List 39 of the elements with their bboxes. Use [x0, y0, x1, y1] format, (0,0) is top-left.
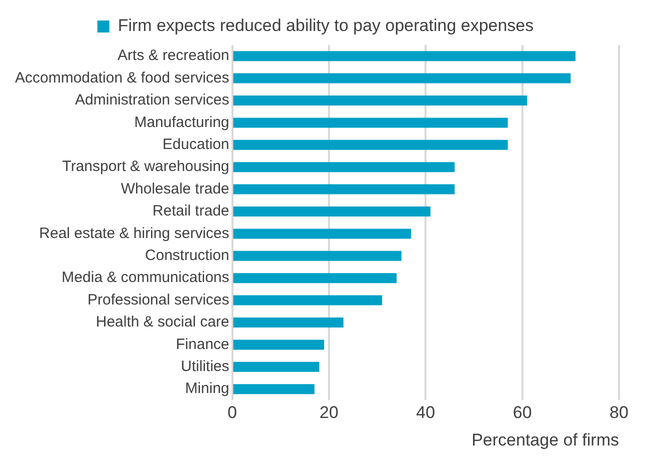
bar — [233, 184, 455, 194]
y-tick-label: Finance — [176, 336, 230, 353]
y-tick-label: Arts & recreation — [118, 47, 230, 64]
bar — [233, 384, 314, 394]
y-tick-label: Administration services — [75, 92, 230, 109]
y-tick-label: Professional services — [88, 291, 230, 308]
bar — [233, 228, 412, 239]
x-tick-label: 0 — [228, 403, 237, 422]
bar — [233, 318, 344, 328]
bar — [233, 73, 571, 84]
x-axis-title: Percentage of firms — [472, 430, 619, 450]
bar — [233, 51, 576, 62]
x-tick-label: 40 — [416, 403, 436, 422]
y-tick-label: Construction — [145, 247, 230, 264]
y-tick-label: Media & communications — [62, 269, 230, 286]
y-tick-label: Transport & warehousing — [62, 158, 230, 176]
y-tick-label: Wholesale trade — [120, 180, 230, 198]
x-tick-label: 80 — [610, 403, 628, 422]
bar — [233, 206, 430, 216]
bar — [233, 250, 402, 261]
y-tick-label: Health & social care — [96, 314, 230, 331]
bar — [233, 118, 508, 128]
bar — [233, 295, 382, 306]
bar — [233, 340, 324, 350]
y-tick-label: Manufacturing — [134, 114, 230, 131]
y-tick-label: Education — [162, 136, 230, 154]
y-tick-label: Real estate & hiring services — [39, 224, 230, 242]
y-tick-label: Accommodation & food services — [14, 69, 230, 86]
y-tick-label: Utilities — [180, 358, 230, 376]
legend-label: Firm expects reduced ability to pay operating expenses — [118, 16, 534, 36]
y-tick-label: Mining — [185, 380, 230, 398]
bar — [233, 273, 397, 284]
bar — [233, 96, 528, 106]
bar — [233, 162, 455, 172]
bar — [233, 140, 508, 150]
x-tick-label: 60 — [512, 403, 532, 422]
y-tick-label: Retail trade — [152, 202, 230, 220]
bar — [233, 362, 320, 372]
x-tick-label: 20 — [319, 403, 338, 422]
